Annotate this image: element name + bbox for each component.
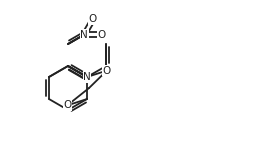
Text: O: O bbox=[63, 101, 71, 110]
Text: N: N bbox=[83, 72, 91, 82]
Text: N: N bbox=[80, 30, 88, 40]
Text: O: O bbox=[98, 30, 106, 40]
Text: O: O bbox=[103, 65, 111, 76]
Text: O: O bbox=[89, 14, 97, 24]
